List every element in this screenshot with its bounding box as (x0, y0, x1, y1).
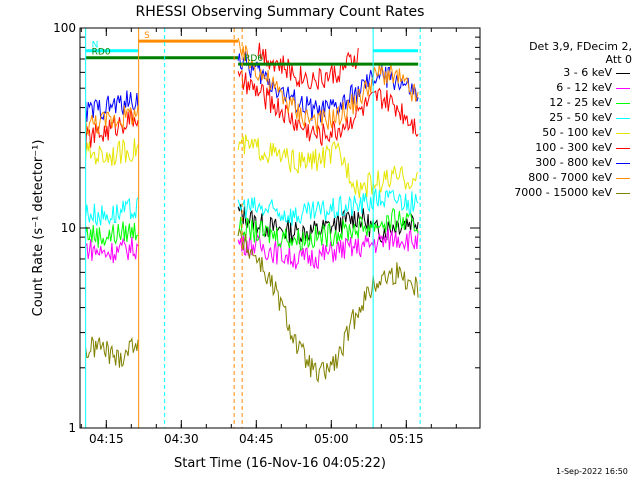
legend-item-swatch (616, 88, 630, 89)
y-axis-label: Count Rate (s⁻¹ detector⁻¹) (31, 140, 46, 317)
legend-item-label: 50 - 100 keV (542, 126, 612, 139)
series-line-8-1 (237, 228, 419, 384)
series-8 (85, 228, 419, 384)
legend-item-swatch (616, 148, 630, 149)
y-tick-label-2: 100 (53, 21, 76, 35)
legend-item-3: 25 - 50 keV (486, 111, 632, 126)
x-axis-label: Start Time (16-Nov-16 04:05:22) (174, 456, 386, 471)
legend-item-swatch (616, 133, 630, 134)
series-line-6-0 (85, 90, 139, 122)
y-tick-label-0: 1 (68, 421, 76, 435)
series-layer (85, 37, 419, 384)
series-line-2-1 (237, 207, 419, 251)
x-tick-label-1: 04:30 (164, 432, 199, 446)
legend-item-label: 25 - 50 keV (549, 111, 612, 124)
x-tick-label-3: 05:00 (314, 432, 349, 446)
series-line-6-1 (237, 51, 419, 123)
series-line-2-0 (85, 221, 139, 248)
series-line-3-0 (85, 197, 139, 227)
legend-item-swatch (616, 118, 630, 119)
series-line-1-0 (85, 236, 139, 264)
series-line-8-0 (85, 336, 139, 368)
flag-label-1: N (92, 41, 99, 51)
series-0 (237, 204, 419, 245)
legend-item-swatch (616, 178, 630, 179)
series-line-0-0 (237, 204, 419, 245)
flag-label-4: RD6 (244, 54, 263, 64)
series-line-7-1 (237, 37, 419, 134)
legend-item-label: 800 - 7000 keV (528, 171, 612, 184)
generation-timestamp: 1-Sep-2022 16:50 (556, 467, 628, 476)
series-line-7-0 (85, 105, 139, 137)
legend-item-label: 300 - 800 keV (535, 156, 612, 169)
series-6 (85, 51, 419, 123)
legend-item-label: 100 - 300 keV (535, 141, 612, 154)
y-tick-label-1: 10 (61, 221, 76, 235)
series-line-5-1 (237, 69, 419, 146)
series-line-5-0 (85, 107, 139, 150)
legend-item-swatch (616, 193, 630, 194)
legend-item-swatch (616, 103, 630, 104)
legend-item-7: 800 - 7000 keV (486, 171, 632, 186)
series-7 (85, 37, 419, 137)
series-2 (85, 207, 419, 251)
series-line-4-0 (85, 138, 139, 167)
series-line-4-1 (237, 134, 419, 199)
series-1 (85, 228, 419, 270)
legend-item-2: 12 - 25 keV (486, 96, 632, 111)
axis-layer: 04:15 04:30 04:45 05:00 05:15 1 10 100 (53, 21, 480, 446)
legend-item-1: 6 - 12 keV (486, 81, 632, 96)
legend-item-label: 12 - 25 keV (549, 96, 612, 109)
legend-item-swatch (616, 163, 630, 164)
legend-item-8: 7000 - 15000 keV (486, 186, 632, 201)
x-tick-label-0: 04:15 (89, 432, 124, 446)
series-4 (85, 134, 419, 199)
vline-layer (85, 28, 421, 428)
series-line-1-1 (237, 228, 419, 270)
x-tick-label-4: 05:15 (389, 432, 424, 446)
legend: Det 3,9, FDecim 2, Att 0 3 - 6 keV 6 - 12… (486, 40, 632, 201)
legend-item-label: 7000 - 15000 keV (514, 186, 612, 199)
legend-item-5: 100 - 300 keV (486, 141, 632, 156)
legend-item-6: 300 - 800 keV (486, 156, 632, 171)
flag-label-0: S (144, 31, 150, 41)
legend-item-label: 3 - 6 keV (563, 66, 612, 79)
series-3 (85, 188, 419, 227)
legend-item-4: 50 - 100 keV (486, 126, 632, 141)
legend-header-line-1: Det 3,9, FDecim 2, (529, 40, 632, 53)
chart-title: RHESSI Observing Summary Count Rates (136, 4, 425, 20)
legend-item-label: 6 - 12 keV (556, 81, 612, 94)
series-line-3-1 (237, 188, 419, 226)
legend-item-swatch (616, 73, 630, 74)
x-tick-label-2: 04:45 (239, 432, 274, 446)
legend-item-0: 3 - 6 keV (486, 66, 632, 81)
legend-header-line-2: Att 0 (605, 53, 632, 66)
flag-label-3: RD0 (92, 48, 111, 58)
